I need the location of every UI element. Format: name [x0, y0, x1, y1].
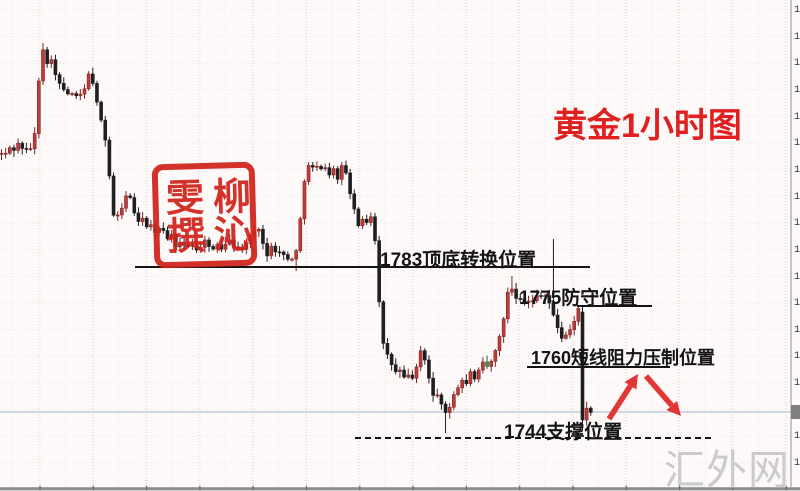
candles-layer	[0, 43, 593, 433]
level-label-1744: 1744支撑位置	[504, 422, 623, 443]
level-label-1775: 1775防守位置	[519, 288, 638, 309]
current-price-tag	[791, 405, 800, 419]
chart-title: 黄金1小时图	[553, 107, 742, 145]
trend-arrows	[606, 374, 681, 421]
stamp-right-column: 柳沁	[205, 175, 251, 253]
level-label-1760: 1760短线阻力压制位置	[531, 348, 716, 368]
level-label-1783: 1783顶底转换位置	[380, 250, 537, 271]
site-watermark: 汇外网	[664, 447, 790, 491]
stamp-left-column: 雯撰	[158, 177, 204, 255]
author-stamp: 雯撰 柳沁	[151, 161, 258, 269]
